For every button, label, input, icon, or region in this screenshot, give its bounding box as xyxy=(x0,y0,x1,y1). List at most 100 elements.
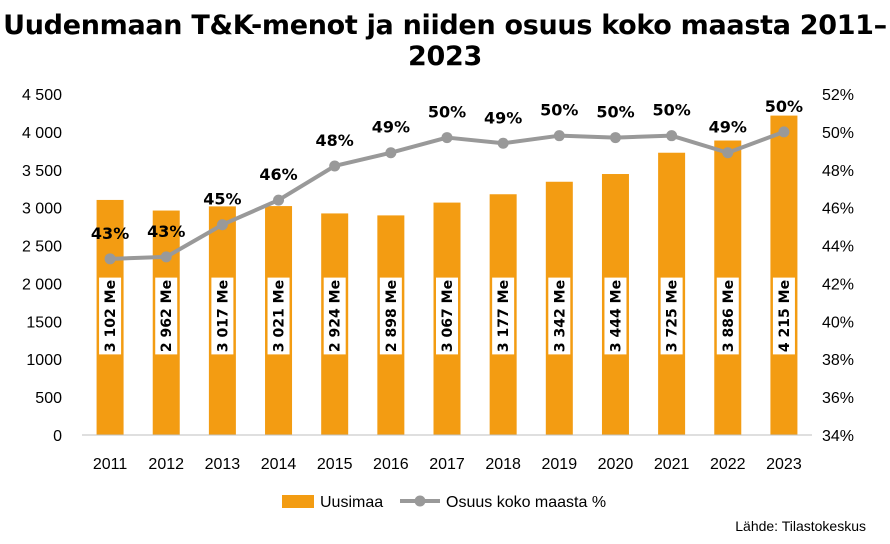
share-point xyxy=(216,219,228,231)
share-point xyxy=(553,130,565,142)
percent-label: 49% xyxy=(709,118,747,137)
bar-value-label: 2 924 Me xyxy=(323,277,346,355)
x-tick-label: 2016 xyxy=(373,456,409,473)
bar-label-text: 2 898 Me xyxy=(384,280,400,352)
bar-value-label: 2 962 Me xyxy=(155,277,178,355)
bar-value-label: 3 102 Me xyxy=(99,277,122,355)
bar-label-text: 3 444 Me xyxy=(608,280,624,352)
percent-label: 48% xyxy=(316,131,354,150)
x-tick-label: 2019 xyxy=(542,456,578,473)
bar-value-label: 3 017 Me xyxy=(211,277,234,355)
chart-title: Uudenmaan T&K-menot ja niiden osuus koko… xyxy=(3,10,887,72)
bar-series xyxy=(96,115,798,435)
right-tick-label: 48% xyxy=(822,163,854,180)
percent-label: 50% xyxy=(540,101,578,120)
legend-label-osuus: Osuus koko maasta % xyxy=(446,494,606,511)
bar-label-text: 3 102 Me xyxy=(103,280,119,352)
bar-value-label: 2 898 Me xyxy=(379,277,402,355)
bar-labels: 3 102 Me 2 962 Me 3 017 Me 3 021 Me 2 924 Me… xyxy=(99,277,795,355)
right-axis: 34% 36% 38% 40% 42% 44% 46% 48% 50% 52% xyxy=(822,87,854,445)
percent-label: 43% xyxy=(147,222,185,241)
bar-label-box xyxy=(211,277,234,355)
bar-value-label: 3 444 Me xyxy=(604,277,627,355)
bar-label-box xyxy=(436,277,458,355)
x-tick-label: 2020 xyxy=(598,456,634,473)
right-tick-label: 50% xyxy=(822,125,854,142)
x-tick-label: 2013 xyxy=(205,456,241,473)
bar-value-label: 3 342 Me xyxy=(548,277,571,355)
bar-label-box xyxy=(323,277,346,355)
right-tick-label: 44% xyxy=(822,239,854,256)
bar-label-text: 2 924 Me xyxy=(328,280,344,352)
bar-value-label: 3 021 Me xyxy=(267,277,290,355)
left-tick-label: 1500 xyxy=(26,314,62,331)
legend-label-uusimaa: Uusimaa xyxy=(320,494,383,511)
bar-label-box xyxy=(660,277,683,355)
percent-label: 50% xyxy=(652,101,690,120)
left-tick-label: 3 500 xyxy=(22,163,62,180)
bar-label-text: 2 962 Me xyxy=(159,280,175,352)
bar-label-box xyxy=(99,277,122,355)
legend-swatch-uusimaa xyxy=(282,495,314,508)
x-tick-label: 2023 xyxy=(766,456,802,473)
bar-value-label: 3 067 Me xyxy=(436,277,458,355)
share-point xyxy=(329,160,341,172)
bar-label-box xyxy=(155,277,178,355)
left-tick-label: 4 000 xyxy=(22,125,62,142)
bar-value-label: 3 177 Me xyxy=(492,277,515,355)
percent-label: 50% xyxy=(596,103,634,122)
left-tick-label: 2 000 xyxy=(22,276,62,293)
line-series xyxy=(104,126,790,265)
right-tick-label: 38% xyxy=(822,352,854,369)
bar-label-text: 3 067 Me xyxy=(440,280,456,352)
bar-label-text: 3 886 Me xyxy=(721,280,737,352)
left-tick-label: 1000 xyxy=(26,352,62,369)
bar-label-box xyxy=(716,277,739,355)
bar-value-label: 3 886 Me xyxy=(716,277,739,355)
right-tick-label: 40% xyxy=(822,314,854,331)
bar-label-text: 3 725 Me xyxy=(665,280,681,352)
x-tick-label: 2014 xyxy=(261,456,297,473)
percent-label: 46% xyxy=(259,165,297,184)
x-tick-label: 2015 xyxy=(317,456,353,473)
bar-label-text: 3 342 Me xyxy=(552,280,568,352)
x-tick-label: 2017 xyxy=(429,456,465,473)
x-tick-label: 2011 xyxy=(93,456,128,473)
share-point xyxy=(160,251,172,263)
share-point xyxy=(104,253,116,265)
bar-label-box xyxy=(548,277,571,355)
percent-label: 49% xyxy=(484,108,522,127)
bar-label-text: 3 021 Me xyxy=(272,280,288,352)
bar-label-box xyxy=(772,277,795,355)
share-point xyxy=(273,194,285,206)
share-point xyxy=(609,132,621,144)
left-axis: 0 500 1000 1500 2 000 2 500 3 000 3 500 4 000 4 5… xyxy=(22,87,62,445)
x-tick-label: 2012 xyxy=(148,456,184,473)
bar-label-box xyxy=(379,277,402,355)
bar-label-text: 3 017 Me xyxy=(215,280,231,352)
legend: Uusimaa Osuus koko maasta % xyxy=(282,494,606,511)
bar xyxy=(770,115,798,435)
right-tick-label: 46% xyxy=(822,201,854,218)
share-point xyxy=(385,147,397,159)
percent-label: 50% xyxy=(765,97,803,116)
percent-label: 43% xyxy=(91,224,129,243)
bar-value-label: 4 215 Me xyxy=(772,277,795,355)
share-point xyxy=(441,132,453,144)
left-tick-label: 500 xyxy=(35,390,62,407)
x-tick-label: 2018 xyxy=(485,456,521,473)
x-tick-label: 2022 xyxy=(710,456,746,473)
right-tick-label: 42% xyxy=(822,276,854,293)
percent-labels: 43% 43% 45% 46% 48% 49% 50% 49% 50% 50% 50% 49% 50% xyxy=(91,97,803,243)
right-tick-label: 36% xyxy=(822,390,854,407)
bar-label-box xyxy=(492,277,515,355)
bar-label-text: 4 215 Me xyxy=(777,280,793,352)
bar-value-label: 3 725 Me xyxy=(660,277,683,355)
bar-label-box xyxy=(267,277,290,355)
x-tick-label: 2021 xyxy=(654,456,690,473)
left-tick-label: 0 xyxy=(53,428,62,445)
left-tick-label: 3 000 xyxy=(22,201,62,218)
percent-label: 49% xyxy=(372,118,410,137)
legend-swatch-marker xyxy=(414,495,426,507)
